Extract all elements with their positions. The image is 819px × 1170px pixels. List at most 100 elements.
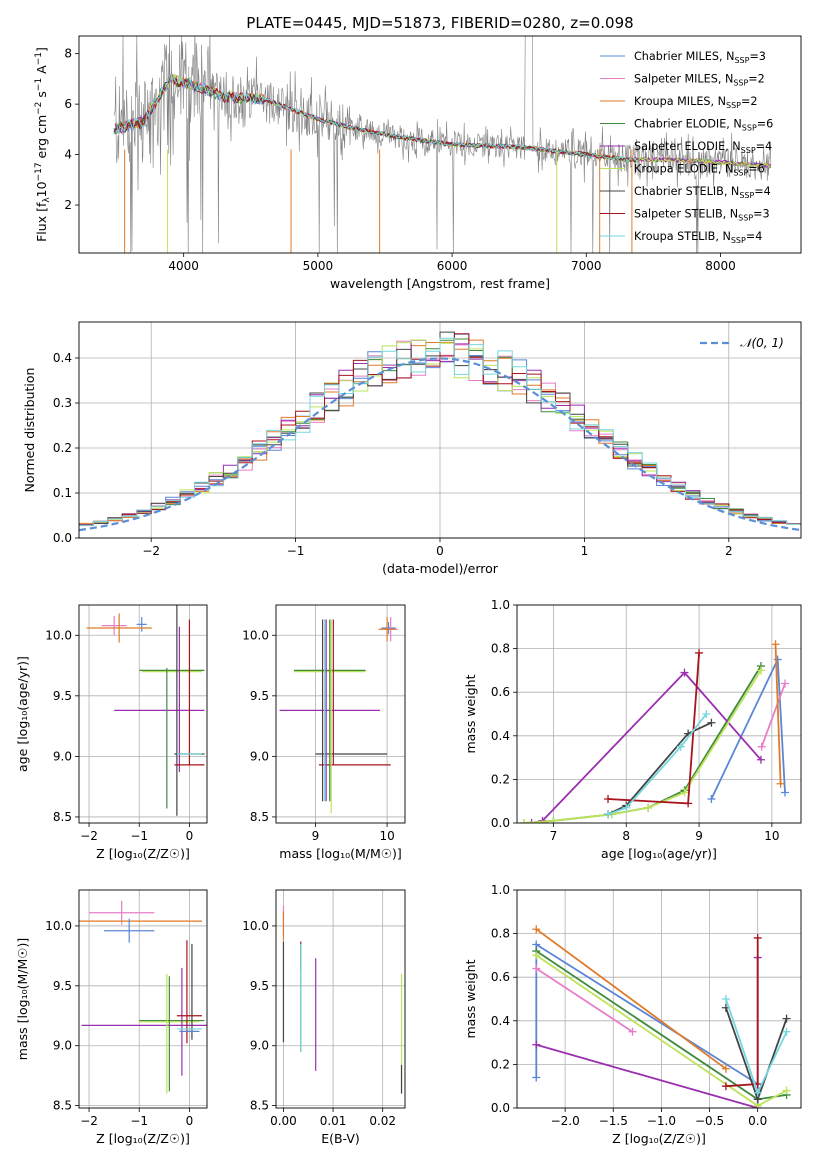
series-marker-k_e	[644, 803, 653, 812]
series-marker-k_e	[520, 819, 529, 823]
x-axis-label: Z [log₁₀(Z/Z☉)]	[96, 1131, 190, 1146]
y-tick-label: 4	[64, 148, 72, 162]
x-tick-label: 9	[695, 829, 703, 843]
y-tick-label: 9.0	[250, 1039, 269, 1053]
series-marker-k_s	[622, 803, 631, 812]
legend-label-c_s: Chabrier STELIB, NSSP=4	[634, 185, 771, 200]
y-tick-label: 0.6	[491, 970, 510, 984]
mass_vs_extinction-axes: 0.00 0.01 0.02 8.5 9.0 9.5 10.0 E(B-V)	[242, 890, 405, 1146]
mass_vs_metallicity-frame	[78, 889, 208, 1109]
legend-label-normal: 𝒩(0, 1)	[740, 336, 784, 350]
x-tick-label: 5000	[303, 259, 334, 273]
age_vs_mass-frame	[275, 604, 406, 824]
series-marker-k_e	[680, 788, 689, 797]
x-tick-label: 0.00	[270, 1114, 297, 1128]
mass_weight_vs_age-frame	[516, 604, 802, 824]
series-line-k_s	[607, 713, 708, 816]
legend-label-s_s: Salpeter STELIB, NSSP=3	[634, 208, 770, 223]
y-tick-label: 9.0	[53, 749, 72, 763]
series-marker-k_e	[782, 1086, 791, 1095]
series-marker-s_e	[532, 1040, 541, 1049]
series-marker-k_s	[702, 710, 711, 718]
model-spectrum-k_s	[116, 73, 641, 163]
x-tick-label: 1	[581, 544, 589, 558]
y-tick-label: 0.1	[53, 486, 72, 500]
x-tick-label: 8000	[705, 259, 736, 273]
normal-distribution-curve	[79, 357, 801, 532]
legend-label-k_s: Kroupa STELIB, NSSP=4	[634, 230, 762, 245]
series-marker-k_e	[549, 816, 558, 823]
x-tick-label: −1	[287, 544, 305, 558]
y-tick-label: 8	[64, 47, 72, 61]
y-tick-label: 0.4	[491, 729, 510, 743]
legend-label-c_e: Chabrier ELODIE, NSSP=6	[634, 118, 773, 133]
x-tick-label: −2	[80, 1114, 98, 1128]
residual_histogram-plot	[79, 331, 801, 538]
y-tick-label: 6	[64, 97, 72, 111]
series-marker-s_m	[780, 679, 789, 688]
y-tick-label: 0.8	[491, 642, 510, 656]
page-title: PLATE=0445, MJD=51873, FIBERID=0280, z=0…	[246, 14, 633, 32]
series-marker-s_s	[695, 648, 704, 657]
series-line-s_m	[535, 967, 633, 1033]
series-marker-c_m	[773, 655, 782, 664]
legend-label-k_e: Kroupa ELODIE, NSSP=6	[634, 163, 765, 178]
model-spectrum-s_s	[114, 73, 639, 162]
legend-label-k_m: Kroupa MILES, NSSP=2	[634, 95, 757, 110]
x-tick-label: 7000	[571, 259, 602, 273]
y-tick-label: 2	[64, 198, 72, 212]
x-tick-label: −0.5	[695, 1114, 724, 1128]
x-tick-label: 4000	[168, 259, 199, 273]
y-tick-label: 8.5	[53, 810, 72, 824]
series-marker-s_e	[527, 819, 536, 823]
y-tick-label: 9.0	[53, 1039, 72, 1053]
series-marker-k_m	[771, 640, 780, 649]
x-axis-label: Z [log₁₀(Z/Z☉)]	[96, 846, 190, 861]
series-marker-s_s	[684, 799, 693, 808]
series-line-k_e	[524, 669, 762, 823]
mass_weight_vs_age-axes: 7 8 9 10 0.0 0.2 0.4 0.6 0.8 1.0 age [log₁₀(age/yr…	[463, 598, 801, 861]
mass_weight_vs_metallicity-frame	[516, 889, 802, 1109]
y-axis-label: mass [log₁₀(M/M☉)]	[15, 938, 30, 1060]
series-line-s_m	[760, 683, 786, 748]
series-line-s_s	[607, 652, 700, 805]
series-line-c_m	[535, 942, 759, 1085]
mass_weight_vs_metallicity-axes: −2.0 −1.5 −1.0 −0.5 0.0 0.0 0.2 0.4 0.6 0.8 1.0 Z […	[463, 883, 801, 1146]
observed-spectrum-line	[113, 36, 772, 253]
y-axis-label: mass weight	[463, 674, 478, 753]
mass_vs_metallicity-axes: −2 −1 0 8.5 9.0 9.5 10.0 Z [log₁₀(Z/Z☉)] mass [l…	[15, 890, 207, 1146]
y-tick-label: 0.2	[491, 1057, 510, 1071]
series-line-s_e	[536, 957, 759, 1108]
mass_weight_vs_age-plot	[520, 640, 789, 823]
x-axis-label: (data-model)/error	[382, 561, 499, 576]
series-marker-k_e	[756, 666, 765, 675]
legend-label-s_e: Salpeter ELODIE, NSSP=4	[634, 140, 772, 155]
legend-label-c_m: Chabrier MILES, NSSP=3	[634, 50, 766, 65]
mass_vs_metallicity-plot	[79, 900, 207, 1094]
series-marker-s_m	[628, 1027, 637, 1036]
y-tick-label: 9.5	[250, 979, 269, 993]
x-tick-label: 6000	[437, 259, 468, 273]
y-axis-label: age [log₁₀(age/yr)]	[15, 656, 30, 772]
y-tick-label: 0.2	[491, 772, 510, 786]
x-tick-label: 0	[186, 829, 194, 843]
series-marker-s_e	[756, 755, 765, 764]
mass_weight_vs_metallicity-plot	[532, 925, 791, 1108]
x-axis-label: E(B-V)	[321, 1131, 360, 1146]
x-tick-label: −1	[130, 1114, 148, 1128]
series-marker-k_s	[604, 810, 613, 819]
y-tick-label: 8.5	[53, 1099, 72, 1113]
mass_vs_extinction-plot	[282, 905, 403, 1094]
x-axis-label: Z [log₁₀(Z/Z☉)]	[612, 1131, 706, 1146]
y-tick-label: 8.5	[250, 1099, 269, 1113]
series-marker-k_s	[782, 1027, 791, 1036]
x-tick-label: 10	[764, 829, 779, 843]
series-marker-s_e	[680, 668, 689, 677]
series-marker-c_m	[707, 795, 716, 804]
series-marker-k_s	[676, 742, 685, 751]
age_vs_metallicity-plot	[86, 605, 205, 816]
x-tick-label: −1.5	[599, 1114, 628, 1128]
series-marker-k_m	[776, 779, 785, 788]
x-axis-label: age [log₁₀(age/yr)]	[601, 846, 717, 861]
y-tick-label: 9.5	[53, 979, 72, 993]
